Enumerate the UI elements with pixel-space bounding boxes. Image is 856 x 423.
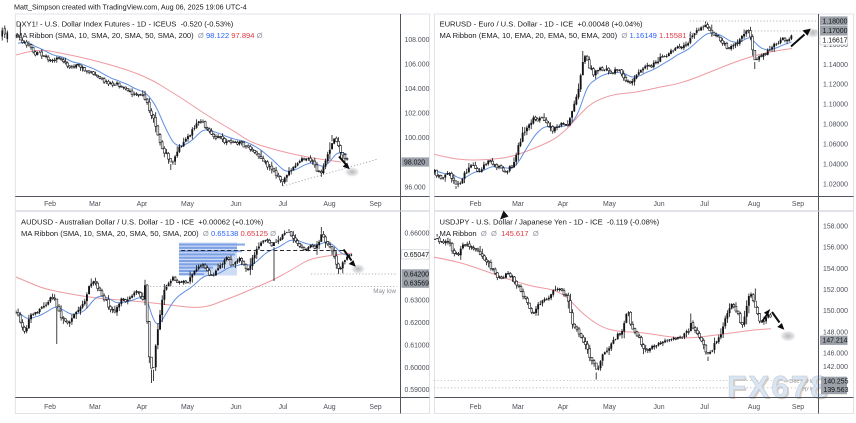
svg-text:146.000: 146.000	[823, 350, 848, 357]
svg-text:Jul: Jul	[700, 201, 709, 208]
svg-text:Jul: Jul	[279, 201, 288, 208]
svg-text:108.000: 108.000	[405, 37, 430, 44]
svg-text:May: May	[603, 201, 617, 208]
svg-text:FX678: FX678	[727, 369, 830, 405]
svg-text:FX678: FX678	[729, 370, 832, 406]
svg-text:Matt_Simpson created with Trad: Matt_Simpson created with TradingView.co…	[14, 3, 247, 12]
svg-text:Aug: Aug	[748, 404, 760, 411]
svg-text:156.000: 156.000	[823, 245, 848, 252]
svg-text:104.000: 104.000	[405, 86, 430, 93]
svg-text:98.020: 98.020	[404, 159, 425, 166]
svg-text:Feb: Feb	[470, 201, 482, 208]
svg-text:Apr: Apr	[558, 404, 569, 411]
svg-text:DXY1! - U.S. Dollar Index Futu: DXY1! - U.S. Dollar Index Futures - 1D -…	[16, 20, 234, 29]
svg-text:96.000: 96.000	[405, 184, 426, 191]
svg-text:148.000: 148.000	[823, 329, 848, 336]
svg-text:Jun: Jun	[230, 201, 241, 208]
svg-text:Feb: Feb	[470, 404, 482, 411]
svg-text:Sep: Sep	[369, 201, 381, 208]
svg-text:1.17000: 1.17000	[823, 28, 848, 35]
svg-text:May: May	[181, 201, 195, 208]
svg-text:Feb: Feb	[44, 404, 56, 411]
svg-text:0.62000: 0.62000	[405, 320, 430, 327]
svg-text:150.000: 150.000	[823, 308, 848, 315]
svg-text:100.000: 100.000	[405, 135, 430, 142]
svg-text:0.60000: 0.60000	[405, 365, 430, 372]
svg-text:MA Ribbon (SMA, 10, SMA, 20, S: MA Ribbon (SMA, 10, SMA, 20, SMA, 50, SM…	[16, 31, 263, 40]
svg-text:Mar: Mar	[512, 404, 525, 411]
svg-text:140.255: 140.255	[824, 379, 849, 386]
svg-text:0.63000: 0.63000	[405, 298, 430, 305]
svg-text:Sep: Sep	[792, 201, 804, 208]
svg-text:Apr: Apr	[137, 404, 148, 411]
svg-text:1.02000: 1.02000	[823, 182, 848, 189]
svg-text:1.08000: 1.08000	[823, 122, 848, 129]
svg-text:1.14000: 1.14000	[823, 62, 848, 69]
svg-text:Jun: Jun	[653, 201, 664, 208]
svg-text:USDJPY - U.S. Dollar / Japanes: USDJPY - U.S. Dollar / Japanese Yen - 1D…	[440, 218, 660, 227]
svg-text:Apr: Apr	[137, 201, 148, 208]
svg-text:106.000: 106.000	[405, 61, 430, 68]
svg-text:Dec '18 lo: Dec '18 lo	[789, 379, 814, 385]
svg-text:158.000: 158.000	[823, 223, 848, 230]
svg-text:Aug: Aug	[323, 201, 335, 208]
svg-text:139.563: 139.563	[824, 387, 849, 394]
svg-text:EURUSD - Euro / U.S. Dollar -: EURUSD - Euro / U.S. Dollar - 1D - ICE +…	[440, 20, 643, 29]
svg-text:1.10000: 1.10000	[823, 102, 848, 109]
svg-text:1.18000: 1.18000	[823, 18, 848, 25]
svg-text:152.000: 152.000	[823, 287, 848, 294]
svg-text:102.000: 102.000	[405, 110, 430, 117]
svg-text:Feb: Feb	[44, 201, 56, 208]
svg-text:Mar: Mar	[89, 404, 102, 411]
svg-text:0.59000: 0.59000	[405, 387, 430, 394]
svg-text:Mar: Mar	[512, 201, 525, 208]
svg-text:Apr: Apr	[558, 201, 569, 208]
svg-text:1.06000: 1.06000	[823, 142, 848, 149]
svg-text:0.65047: 0.65047	[404, 252, 429, 259]
svg-text:142.000: 142.000	[823, 364, 848, 371]
svg-text:0.63569: 0.63569	[404, 281, 429, 288]
svg-text:1.04000: 1.04000	[823, 162, 848, 169]
svg-text:Sep lo: Sep lo	[798, 387, 814, 393]
svg-text:1.16617: 1.16617	[823, 38, 848, 45]
svg-text:147.214: 147.214	[823, 338, 848, 345]
svg-text:MA Ribbon (SMA, 10, SMA, 20, S: MA Ribbon (SMA, 10, SMA, 20, SMA, 50, SM…	[21, 229, 276, 238]
svg-text:Aug: Aug	[323, 404, 335, 411]
svg-text:Jul: Jul	[279, 404, 288, 411]
svg-text:May: May	[181, 404, 195, 411]
svg-text:May: May	[603, 404, 617, 411]
svg-text:1.12000: 1.12000	[823, 82, 848, 89]
svg-text:0.66000: 0.66000	[405, 230, 430, 237]
svg-text:Jun: Jun	[230, 404, 241, 411]
svg-text:Sep: Sep	[369, 404, 381, 411]
svg-text:May low: May low	[373, 288, 396, 295]
svg-text:Jun: Jun	[653, 404, 664, 411]
svg-text:AUDUSD - Australian Dollar / U: AUDUSD - Australian Dollar / U.S. Dollar…	[21, 218, 264, 227]
svg-text:0.61000: 0.61000	[405, 342, 430, 349]
svg-text:1.16000: 1.16000	[823, 42, 848, 49]
svg-text:0.64200: 0.64200	[404, 271, 429, 278]
svg-text:Aug: Aug	[748, 201, 760, 208]
svg-text:MA Ribbon (EMA, 10, EMA, 20, E: MA Ribbon (EMA, 10, EMA, 20, EMA, 50, EM…	[440, 31, 695, 40]
svg-text:Sep: Sep	[792, 404, 804, 411]
svg-text:Jul: Jul	[700, 404, 709, 411]
svg-text:MA Ribbon Ø Ø 145.617 Ø: MA Ribbon Ø Ø 145.617 Ø	[440, 229, 539, 238]
svg-text:Mar: Mar	[89, 201, 102, 208]
svg-text:154.000: 154.000	[823, 266, 848, 273]
